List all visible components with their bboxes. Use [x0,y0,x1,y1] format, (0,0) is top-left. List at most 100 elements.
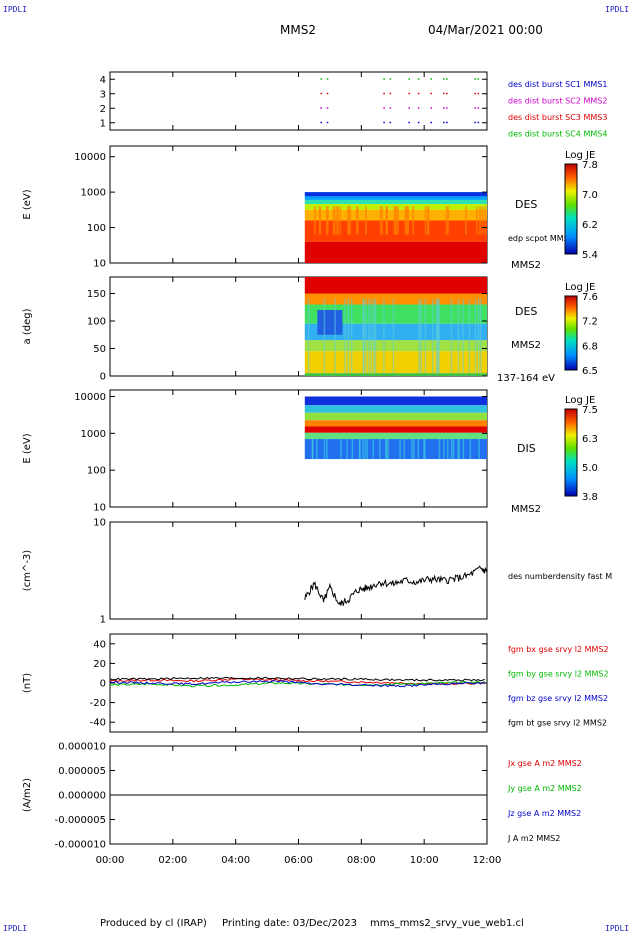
current-y-tick-label: -0.000005 [55,815,106,826]
des-pitch-stripe [373,299,375,374]
des-energy-stripe [379,206,382,235]
burst-mark [477,121,480,124]
dis-energy-stripe [340,439,342,460]
dis-energy-band [304,396,487,406]
burst-mark [417,107,420,109]
des-energy-stripe [412,206,415,235]
burst-mark [446,121,448,124]
des-energy-stripe [393,206,396,235]
burst-mark [389,92,392,95]
des-pitch-stripe [392,299,395,374]
des-pitch-stripe [347,299,350,374]
burst-mark [477,107,480,109]
des-energy-y-tick-label: 1000 [81,188,106,199]
burst-mark [389,121,392,124]
dis-energy-stripe [469,439,472,460]
dis-energy-stripe [366,439,369,460]
colorbar-tick-label: 7.6 [582,292,598,303]
fgm-y-tick-label: 20 [93,659,106,670]
des-pitch-stripe [474,299,477,374]
current-y-tick-label: -0.000010 [55,840,106,851]
dis-energy-stripe [438,439,441,460]
des-energy-y-tick-label: 10 [93,259,106,270]
dis-energy-band [304,432,487,440]
des-energy-stripe [339,206,342,235]
des-pitch-stripe [477,299,480,374]
des-energy-stripe [395,206,398,235]
dis-energy-stripe [411,439,413,460]
dis-energy-y-tick-label: 1000 [81,429,106,440]
dis-energy-stripe [447,439,449,460]
des-pitch-stripe [344,299,346,374]
des-pitch-stripe [370,299,373,374]
des-pitch-stripe [362,299,365,374]
des-energy-y-label: E (eV) [22,189,33,219]
des-pitch-stripe [480,299,482,374]
des-energy-band [304,199,487,205]
fgm-y-tick-label: 40 [93,639,106,650]
dis-energy-y-tick-label: 100 [87,466,106,477]
des-energy-stripe [478,206,481,235]
corner-label-tr: IPDLI [605,5,630,14]
colorbar-tick-label: 5.0 [582,463,598,474]
burst-mark [408,121,410,124]
time-axis-tick-label: 00:00 [96,855,125,866]
burst-mark [383,92,385,95]
burst-mark [443,107,445,109]
des-pitch-y-tick-label: 50 [93,344,106,355]
density-legend-entry: des numberdensity fast M [508,572,612,581]
des-pitch-stripe [450,299,453,374]
dis-energy-stripe [452,439,455,460]
des-energy-stripe [364,206,367,235]
des-pitch-stripe [368,299,370,374]
fgm-legend-entry: fgm bx gse srvy l2 MMS2 [508,645,609,654]
colorbar-tick-label: 5.4 [582,250,598,261]
burst-legend-entry: des dist burst SC2 MMS2 [508,97,607,106]
density-y-label: (cm^-3) [22,550,33,591]
colorbar-tick-label: 6.3 [582,434,598,445]
dis-energy-band [304,439,487,460]
current-legend-entry: Jz gse A m2 MMS2 [507,809,581,818]
dis-energy-band [304,420,487,427]
burst-mark [477,92,480,95]
dis-energy-stripe [450,439,453,460]
des-pitch-band [317,310,343,335]
burst-mark [474,78,476,80]
fgm-y-label: (nT) [22,673,33,693]
des-pitch-y-tick-label: 0 [100,372,106,383]
des-pitch-stripe [468,299,471,374]
des-energy-stripe [355,206,358,235]
des-pitch-band [304,323,487,341]
des-pitch-label2: MMS2 [511,340,541,351]
des-energy-stripe [332,206,335,235]
burst-mark [443,121,445,124]
date-title: 04/Mar/2021 00:00 [428,23,543,37]
dis-energy-stripe [362,439,364,460]
colorbar [564,295,578,371]
dis-energy-stripe [423,439,425,460]
burst-mark [474,107,476,109]
dis-energy-stripe [385,439,387,460]
corner-label-tl: IPDLI [3,5,28,14]
burst-mark [446,107,448,109]
burst-mark [383,78,385,80]
burst-mark [408,107,410,109]
burst-mark [383,107,385,109]
colorbar [564,163,578,255]
burst-mark [417,78,420,80]
dis-energy-stripe [458,439,460,460]
fgm-y-tick-label: 0 [100,679,106,690]
dis-energy-y-tick-label: 10 [93,503,106,514]
burst-mark [430,121,432,124]
des-pitch-stripe [307,299,310,374]
time-axis-tick-label: 08:00 [347,855,376,866]
current-y-label: (A/m2) [22,778,33,812]
burst-mark [408,92,410,95]
burst-mark [474,121,476,124]
burst-mark [477,78,480,80]
des-pitch-stripe [437,299,440,374]
dis-energy-y-label: E (eV) [22,433,33,463]
dis-energy-stripe [478,439,480,460]
dis-energy-stripe [359,439,361,460]
des-pitch-stripe [432,299,434,374]
